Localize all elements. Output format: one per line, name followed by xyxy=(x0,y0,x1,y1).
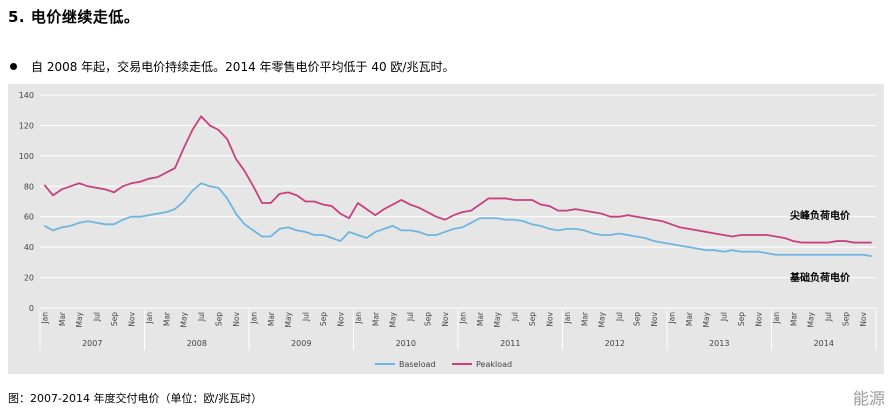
chart-panel: 0 20 40 60 80 100 120 140 Jan Mar May Jul Sep Nov 200… xyxy=(8,84,884,374)
x-month-label: Nov xyxy=(232,311,241,326)
x-month-label: Mar xyxy=(58,311,67,326)
annotation-peakload: 尖峰负荷电价 xyxy=(790,209,851,222)
figure-caption: 图：2007-2014 年度交付电价（单位：欧/兆瓦时） xyxy=(8,392,263,405)
x-month-label: Jan xyxy=(458,312,467,325)
price-line-chart: 0 20 40 60 80 100 120 140 Jan Mar May Jul Sep Nov 200… xyxy=(19,91,877,369)
x-month-label: May xyxy=(284,311,293,327)
y-tick-label: 60 xyxy=(24,213,34,222)
x-month-label: Mar xyxy=(580,311,589,326)
x-month-label: May xyxy=(702,311,711,327)
x-month-label: Nov xyxy=(441,311,450,326)
grid-lines xyxy=(40,94,876,309)
x-month-label: Mar xyxy=(476,311,485,326)
x-month-label: Jan xyxy=(667,312,676,325)
x-year-label: 2008 xyxy=(187,339,207,348)
x-month-label: Jul xyxy=(615,312,624,322)
x-month-label: May xyxy=(807,311,816,327)
y-tick-label: 40 xyxy=(24,243,34,252)
x-month-label: May xyxy=(75,311,84,327)
watermark-logo: 能源 xyxy=(852,389,885,408)
x-month-label: Nov xyxy=(545,311,554,326)
chart-legend: Baseload Peakload xyxy=(375,360,512,369)
x-month-label: Sep xyxy=(215,312,224,326)
x-month-label: Sep xyxy=(737,312,746,326)
legend-label-peakload: Peakload xyxy=(476,360,512,369)
x-month-label: Jan xyxy=(772,312,781,325)
x-month-label: Nov xyxy=(754,311,763,326)
x-month-label: Nov xyxy=(127,311,136,326)
y-tick-label: 80 xyxy=(24,182,34,191)
x-month-label: Sep xyxy=(319,312,328,326)
x-month-label: Jul xyxy=(197,312,206,322)
y-tick-label: 120 xyxy=(19,121,34,130)
x-month-label: Sep xyxy=(424,312,433,326)
x-year-label: 2014 xyxy=(814,339,834,348)
x-month-label: Mar xyxy=(685,311,694,326)
x-year-label: 2010 xyxy=(396,339,416,348)
y-tick-label: 0 xyxy=(29,304,34,313)
x-month-label: Jul xyxy=(720,312,729,322)
x-year-label: 2013 xyxy=(709,339,729,348)
x-month-label: May xyxy=(389,311,398,327)
x-year-label: 2012 xyxy=(605,339,625,348)
series-line-peakload xyxy=(43,115,872,244)
series-line-baseload xyxy=(43,182,872,258)
x-month-label: Jul xyxy=(93,312,102,322)
x-month-label: Mar xyxy=(371,311,380,326)
x-month-label: Jul xyxy=(406,312,415,322)
section-heading: 5. 电价继续走低。 xyxy=(8,8,140,26)
bullet-point: 自 2008 年起，交易电价持续走低。2014 年零售电价平均低于 40 欧/兆… xyxy=(8,58,454,75)
annotation-baseload: 基础负荷电价 xyxy=(789,271,851,284)
x-month-label: May xyxy=(180,311,189,327)
bullet-text: 自 2008 年起，交易电价持续走低。2014 年零售电价平均低于 40 欧/兆… xyxy=(31,60,455,74)
x-month-label: Nov xyxy=(650,311,659,326)
x-month-label: Nov xyxy=(336,311,345,326)
x-month-label: Mar xyxy=(162,311,171,326)
x-month-label: Sep xyxy=(633,312,642,326)
series-lines xyxy=(43,115,872,258)
legend-label-baseload: Baseload xyxy=(399,360,436,369)
x-month-label: Jul xyxy=(302,312,311,322)
bullet-dot-icon xyxy=(10,63,17,70)
x-month-label: May xyxy=(493,311,502,327)
x-year-label: 2009 xyxy=(291,339,311,348)
x-month-label: Jul xyxy=(511,312,520,322)
x-month-label: Jan xyxy=(563,312,572,325)
y-axis: 0 20 40 60 80 100 120 140 xyxy=(19,91,34,313)
x-month-label: Sep xyxy=(528,312,537,326)
x-year-label: 2007 xyxy=(82,339,102,348)
y-tick-label: 100 xyxy=(19,152,34,161)
x-month-label: Jan xyxy=(249,312,258,325)
x-month-label: Sep xyxy=(110,312,119,326)
x-month-label: Jan xyxy=(40,312,49,325)
x-month-label: Mar xyxy=(267,311,276,326)
y-tick-label: 20 xyxy=(24,274,34,283)
x-month-label: Nov xyxy=(859,311,868,326)
x-month-label: Sep xyxy=(842,312,851,326)
x-month-label: Mar xyxy=(789,311,798,326)
x-month-label: Jan xyxy=(145,312,154,325)
x-year-label: 2011 xyxy=(500,339,520,348)
x-month-label: Jul xyxy=(824,312,833,322)
x-month-label: May xyxy=(598,311,607,327)
x-axis: Jan Mar May Jul Sep Nov 2007 Jan Mar May Jul Sep Nov… xyxy=(39,310,877,350)
y-tick-label: 140 xyxy=(19,91,34,100)
x-month-label: Jan xyxy=(354,312,363,325)
